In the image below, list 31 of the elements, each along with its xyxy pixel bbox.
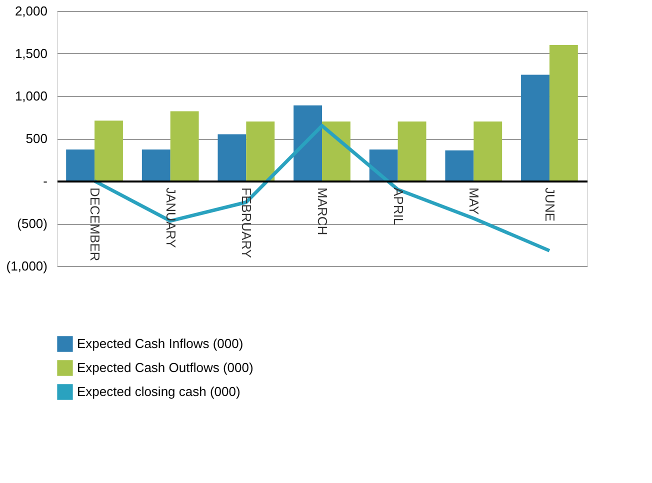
- x-tick-label: FEBRUARY: [239, 188, 254, 258]
- y-tick-label: 1,500: [14, 46, 48, 61]
- y-tick-label: 2,000: [14, 4, 48, 18]
- bar: [294, 105, 322, 181]
- x-tick-label: APRIL: [390, 188, 406, 226]
- bar: [246, 122, 275, 181]
- bar: [445, 150, 474, 181]
- y-tick-label: -: [43, 174, 48, 188]
- legend-label: Expected Cash Outflows (000): [77, 360, 254, 375]
- x-tick-label: MARCH: [315, 188, 330, 236]
- legend-label: Expected closing cash (000): [77, 384, 240, 399]
- x-tick-label: JUNE: [542, 188, 558, 222]
- bar: [549, 45, 578, 181]
- y-tick-label: (1,000): [6, 258, 48, 274]
- bar: [142, 150, 170, 181]
- bar: [521, 74, 550, 181]
- legend-label: Expected Cash Inflows (000): [77, 336, 244, 351]
- bar: [94, 120, 123, 181]
- y-tick-label: 500: [26, 131, 48, 146]
- x-tick-label: JANUARY: [163, 188, 178, 248]
- y-tick-label: 1,000: [14, 88, 48, 104]
- bar: [170, 111, 199, 181]
- bar: [398, 122, 426, 181]
- bar: [218, 134, 246, 181]
- bar: [474, 122, 502, 181]
- bar: [66, 150, 95, 181]
- x-tick-label: MAY: [466, 188, 482, 216]
- x-tick-label: DECEMBER: [88, 188, 103, 262]
- y-tick-label: (500): [17, 216, 48, 231]
- bar: [369, 150, 398, 181]
- bar: [322, 122, 350, 181]
